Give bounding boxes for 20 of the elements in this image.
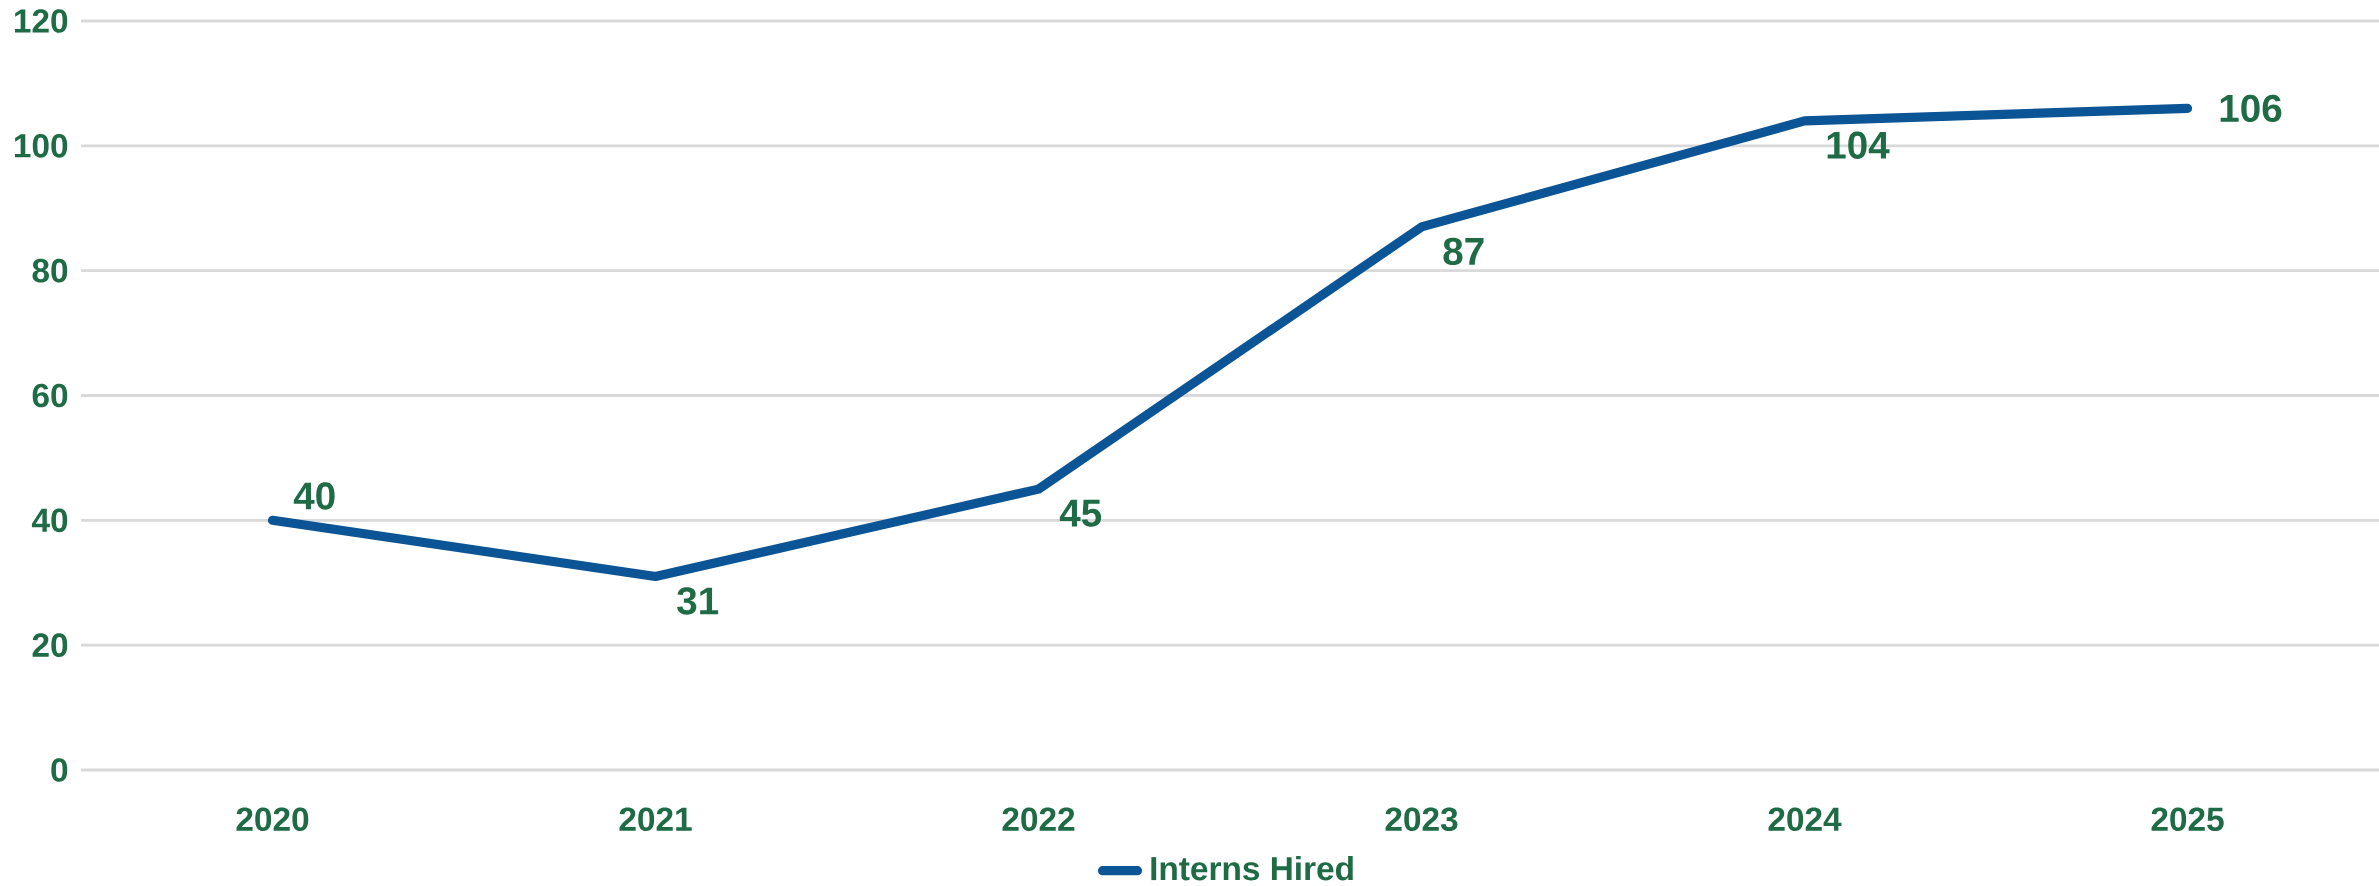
data-label: 31 <box>677 587 719 615</box>
x-tick-label: 2025 <box>2151 807 2224 832</box>
x-tick-label: 2023 <box>1385 807 1458 832</box>
y-tick-label: 20 <box>32 633 68 657</box>
y-tick-label: 0 <box>51 758 68 782</box>
data-label: 104 <box>1827 131 1890 159</box>
y-tick-label: 120 <box>14 9 68 33</box>
data-label: 106 <box>2220 94 2282 123</box>
x-tick-label: 2020 <box>236 807 309 832</box>
legend-label: Interns Hired <box>1151 855 1353 881</box>
x-tick-label: 2022 <box>1002 807 1075 832</box>
x-tick-label: 2021 <box>619 807 692 832</box>
y-tick-label: 40 <box>31 508 68 533</box>
data-label: 40 <box>293 482 335 510</box>
y-tick-label: 100 <box>14 134 68 158</box>
y-tick-label: 60 <box>32 383 68 408</box>
data-label: 87 <box>1443 237 1484 266</box>
data-label: 45 <box>1059 499 1102 527</box>
y-tick-label: 80 <box>32 258 68 283</box>
x-tick-label: 2024 <box>1768 807 1842 832</box>
